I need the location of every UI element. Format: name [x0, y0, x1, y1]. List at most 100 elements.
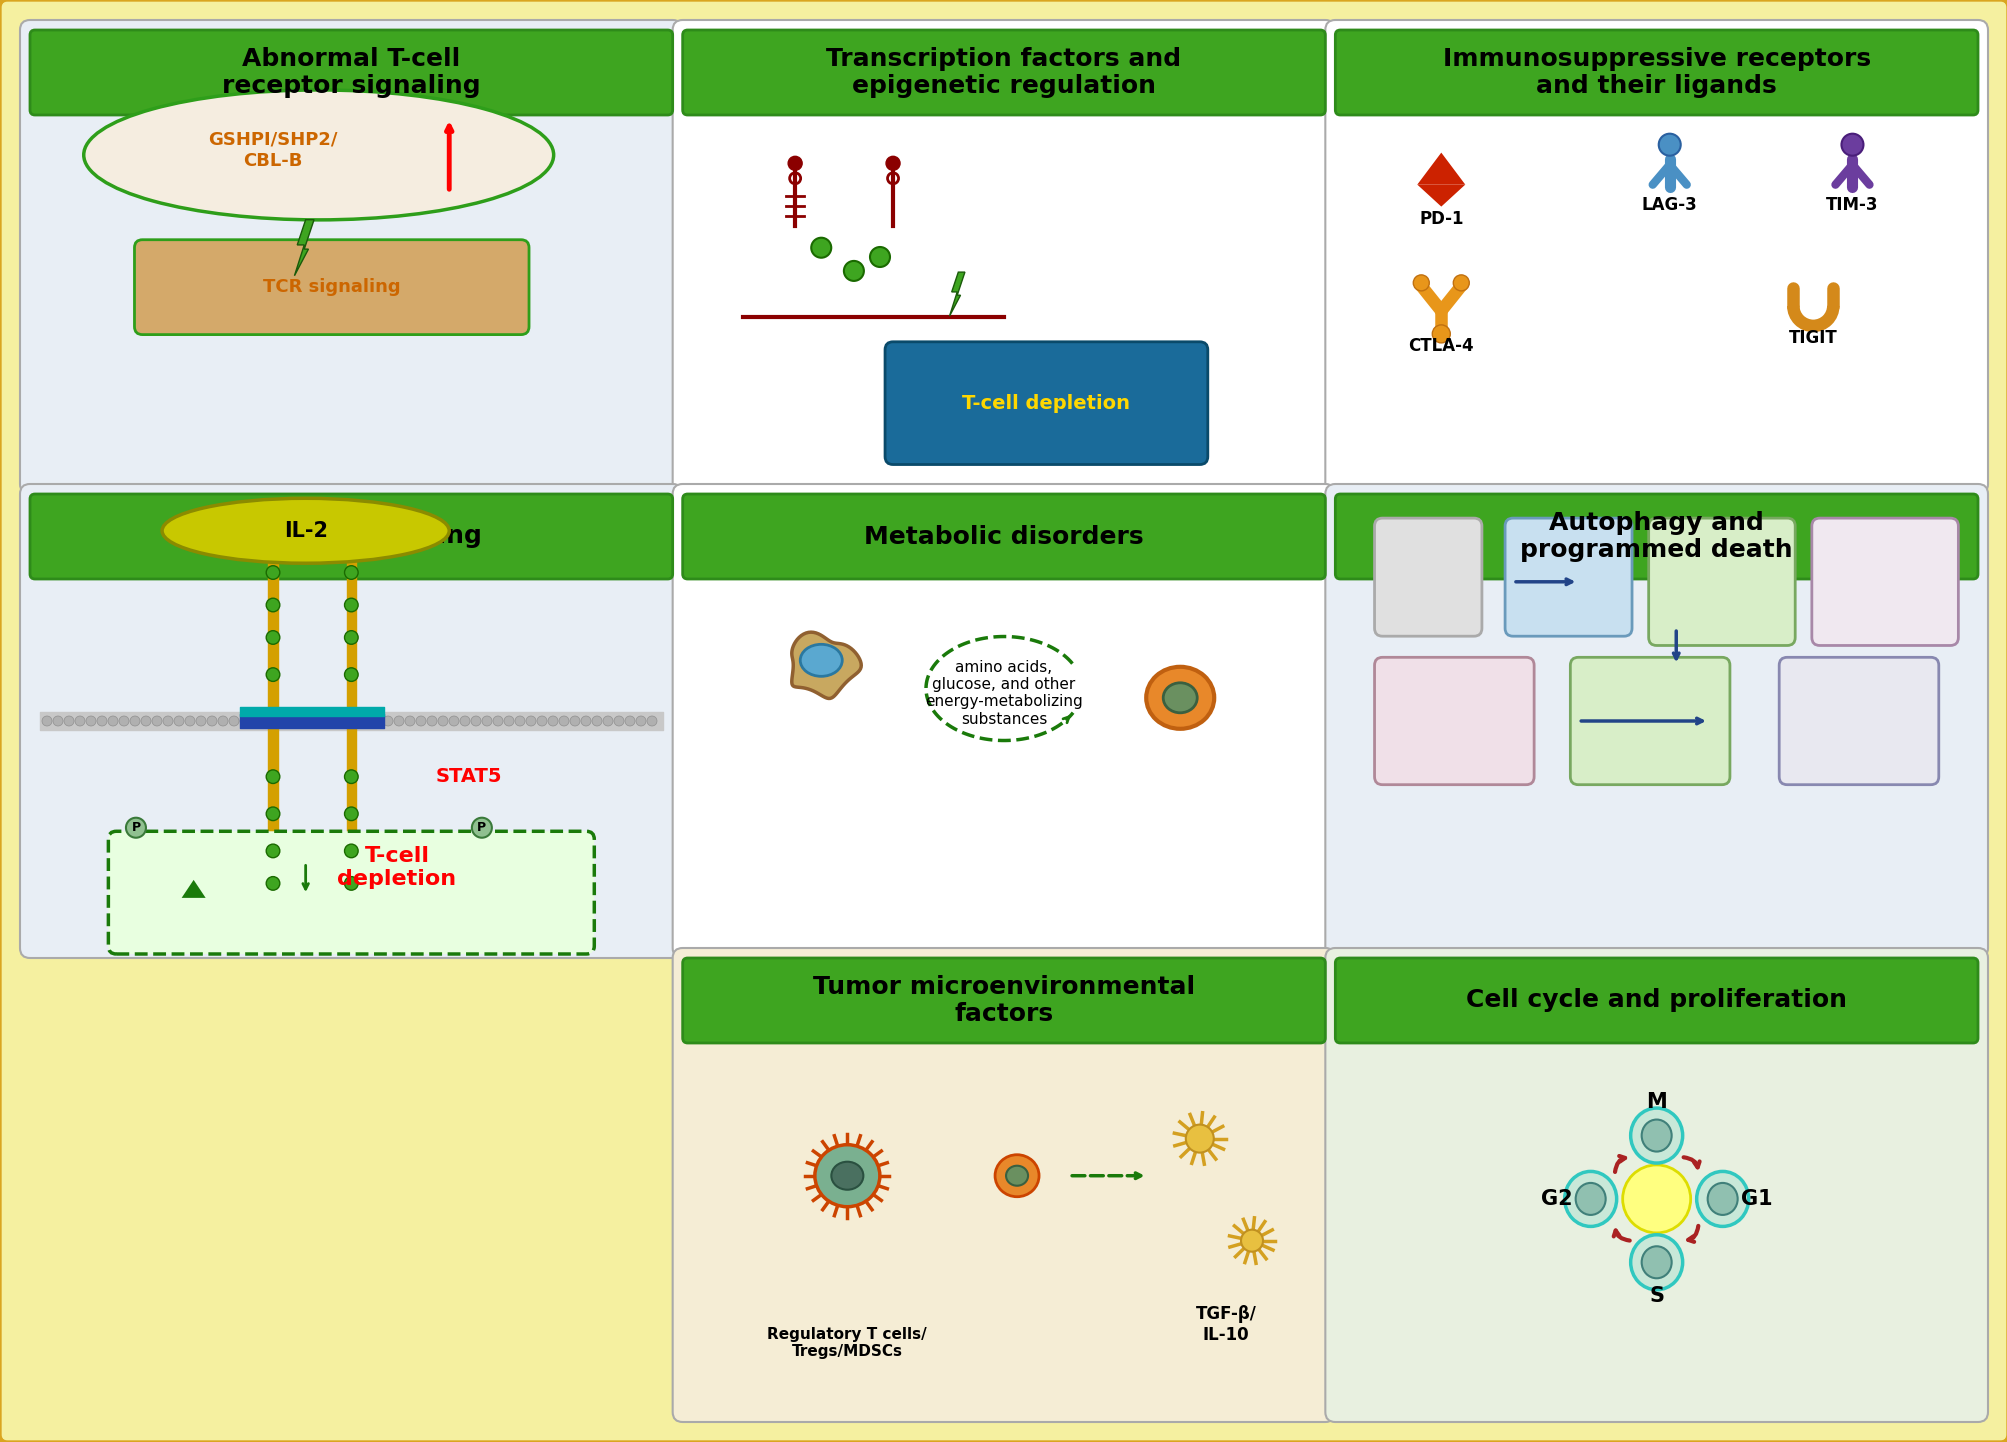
Text: Tumor microenvironmental
factors: Tumor microenvironmental factors — [813, 975, 1194, 1027]
Circle shape — [460, 717, 470, 725]
FancyBboxPatch shape — [1648, 518, 1794, 646]
Circle shape — [514, 717, 524, 725]
Circle shape — [472, 818, 492, 838]
Circle shape — [267, 770, 279, 783]
Circle shape — [869, 247, 889, 267]
Circle shape — [267, 598, 279, 611]
Circle shape — [602, 717, 612, 725]
Circle shape — [1658, 134, 1680, 156]
Circle shape — [345, 598, 357, 611]
FancyBboxPatch shape — [1335, 495, 1977, 580]
Circle shape — [327, 717, 337, 725]
Text: Immunosuppressive receptors
and their ligands: Immunosuppressive receptors and their li… — [1441, 46, 1871, 98]
FancyBboxPatch shape — [1778, 658, 1939, 784]
Ellipse shape — [1642, 1119, 1672, 1152]
Circle shape — [371, 717, 381, 725]
Circle shape — [427, 717, 438, 725]
Ellipse shape — [995, 1155, 1038, 1197]
Circle shape — [163, 717, 173, 725]
FancyBboxPatch shape — [682, 495, 1325, 580]
FancyBboxPatch shape — [30, 30, 672, 115]
Circle shape — [118, 717, 128, 725]
FancyBboxPatch shape — [672, 485, 1335, 957]
Circle shape — [345, 877, 357, 890]
Text: TIM-3: TIM-3 — [1824, 196, 1879, 213]
Text: Transcription factors and
epigenetic regulation: Transcription factors and epigenetic reg… — [827, 46, 1180, 98]
Circle shape — [636, 717, 646, 725]
Circle shape — [345, 630, 357, 645]
FancyBboxPatch shape — [20, 20, 682, 495]
Circle shape — [580, 717, 590, 725]
Circle shape — [241, 717, 251, 725]
FancyBboxPatch shape — [1505, 518, 1632, 636]
Ellipse shape — [163, 499, 450, 564]
FancyBboxPatch shape — [672, 947, 1335, 1422]
Circle shape — [1431, 324, 1449, 343]
FancyBboxPatch shape — [20, 485, 682, 957]
Circle shape — [811, 238, 831, 258]
Circle shape — [345, 565, 357, 580]
Circle shape — [592, 717, 602, 725]
Polygon shape — [295, 219, 313, 275]
Text: PD-1: PD-1 — [1419, 209, 1463, 228]
Circle shape — [229, 717, 239, 725]
Circle shape — [108, 717, 118, 725]
Text: Metabolic disorders: Metabolic disorders — [863, 525, 1144, 548]
Circle shape — [504, 717, 514, 725]
Circle shape — [614, 717, 624, 725]
Circle shape — [383, 717, 393, 725]
Circle shape — [267, 844, 279, 858]
Text: Regulatory T cells/
Tregs/MDSCs: Regulatory T cells/ Tregs/MDSCs — [767, 1327, 927, 1358]
FancyBboxPatch shape — [1325, 485, 1987, 957]
Circle shape — [345, 668, 357, 682]
Circle shape — [261, 717, 271, 725]
Text: M: M — [1646, 1092, 1666, 1112]
FancyBboxPatch shape — [134, 239, 528, 335]
Circle shape — [349, 717, 359, 725]
Ellipse shape — [84, 89, 554, 219]
FancyBboxPatch shape — [1375, 518, 1481, 636]
Circle shape — [345, 808, 357, 820]
Text: IL-2: IL-2 — [283, 521, 327, 541]
Text: LAG-3: LAG-3 — [1642, 196, 1696, 213]
Text: G2: G2 — [1539, 1188, 1571, 1208]
Circle shape — [317, 717, 327, 725]
Text: amino acids,
glucose, and other
energy-metabolizing
substances: amino acids, glucose, and other energy-m… — [925, 659, 1082, 727]
Circle shape — [305, 717, 315, 725]
Circle shape — [74, 717, 84, 725]
Circle shape — [86, 717, 96, 725]
Circle shape — [494, 717, 502, 725]
Circle shape — [42, 717, 52, 725]
Text: G1: G1 — [1740, 1188, 1772, 1208]
Circle shape — [219, 717, 229, 725]
Text: S: S — [1648, 1286, 1664, 1306]
FancyBboxPatch shape — [682, 30, 1325, 115]
Circle shape — [536, 717, 546, 725]
Circle shape — [207, 717, 217, 725]
Circle shape — [438, 717, 448, 725]
Text: P: P — [130, 822, 140, 835]
FancyBboxPatch shape — [1569, 658, 1730, 784]
Circle shape — [548, 717, 558, 725]
Circle shape — [267, 877, 279, 890]
FancyBboxPatch shape — [30, 495, 672, 580]
Text: GSHPI/SHP2/
CBL-B: GSHPI/SHP2/ CBL-B — [209, 131, 337, 170]
Text: T-cell
depletion: T-cell depletion — [337, 845, 456, 888]
Circle shape — [64, 717, 74, 725]
Polygon shape — [949, 273, 965, 316]
Circle shape — [1453, 275, 1469, 291]
Circle shape — [96, 717, 106, 725]
Ellipse shape — [1630, 1107, 1682, 1164]
Text: Autophagy and
programmed death: Autophagy and programmed death — [1519, 510, 1792, 562]
Circle shape — [197, 717, 207, 725]
Circle shape — [472, 717, 482, 725]
Circle shape — [126, 818, 147, 838]
Circle shape — [415, 717, 425, 725]
FancyBboxPatch shape — [1810, 518, 1957, 646]
Text: STAT5: STAT5 — [436, 767, 502, 786]
Ellipse shape — [1006, 1165, 1028, 1185]
Circle shape — [273, 717, 283, 725]
Circle shape — [405, 717, 415, 725]
Circle shape — [251, 717, 261, 725]
Circle shape — [885, 156, 899, 170]
